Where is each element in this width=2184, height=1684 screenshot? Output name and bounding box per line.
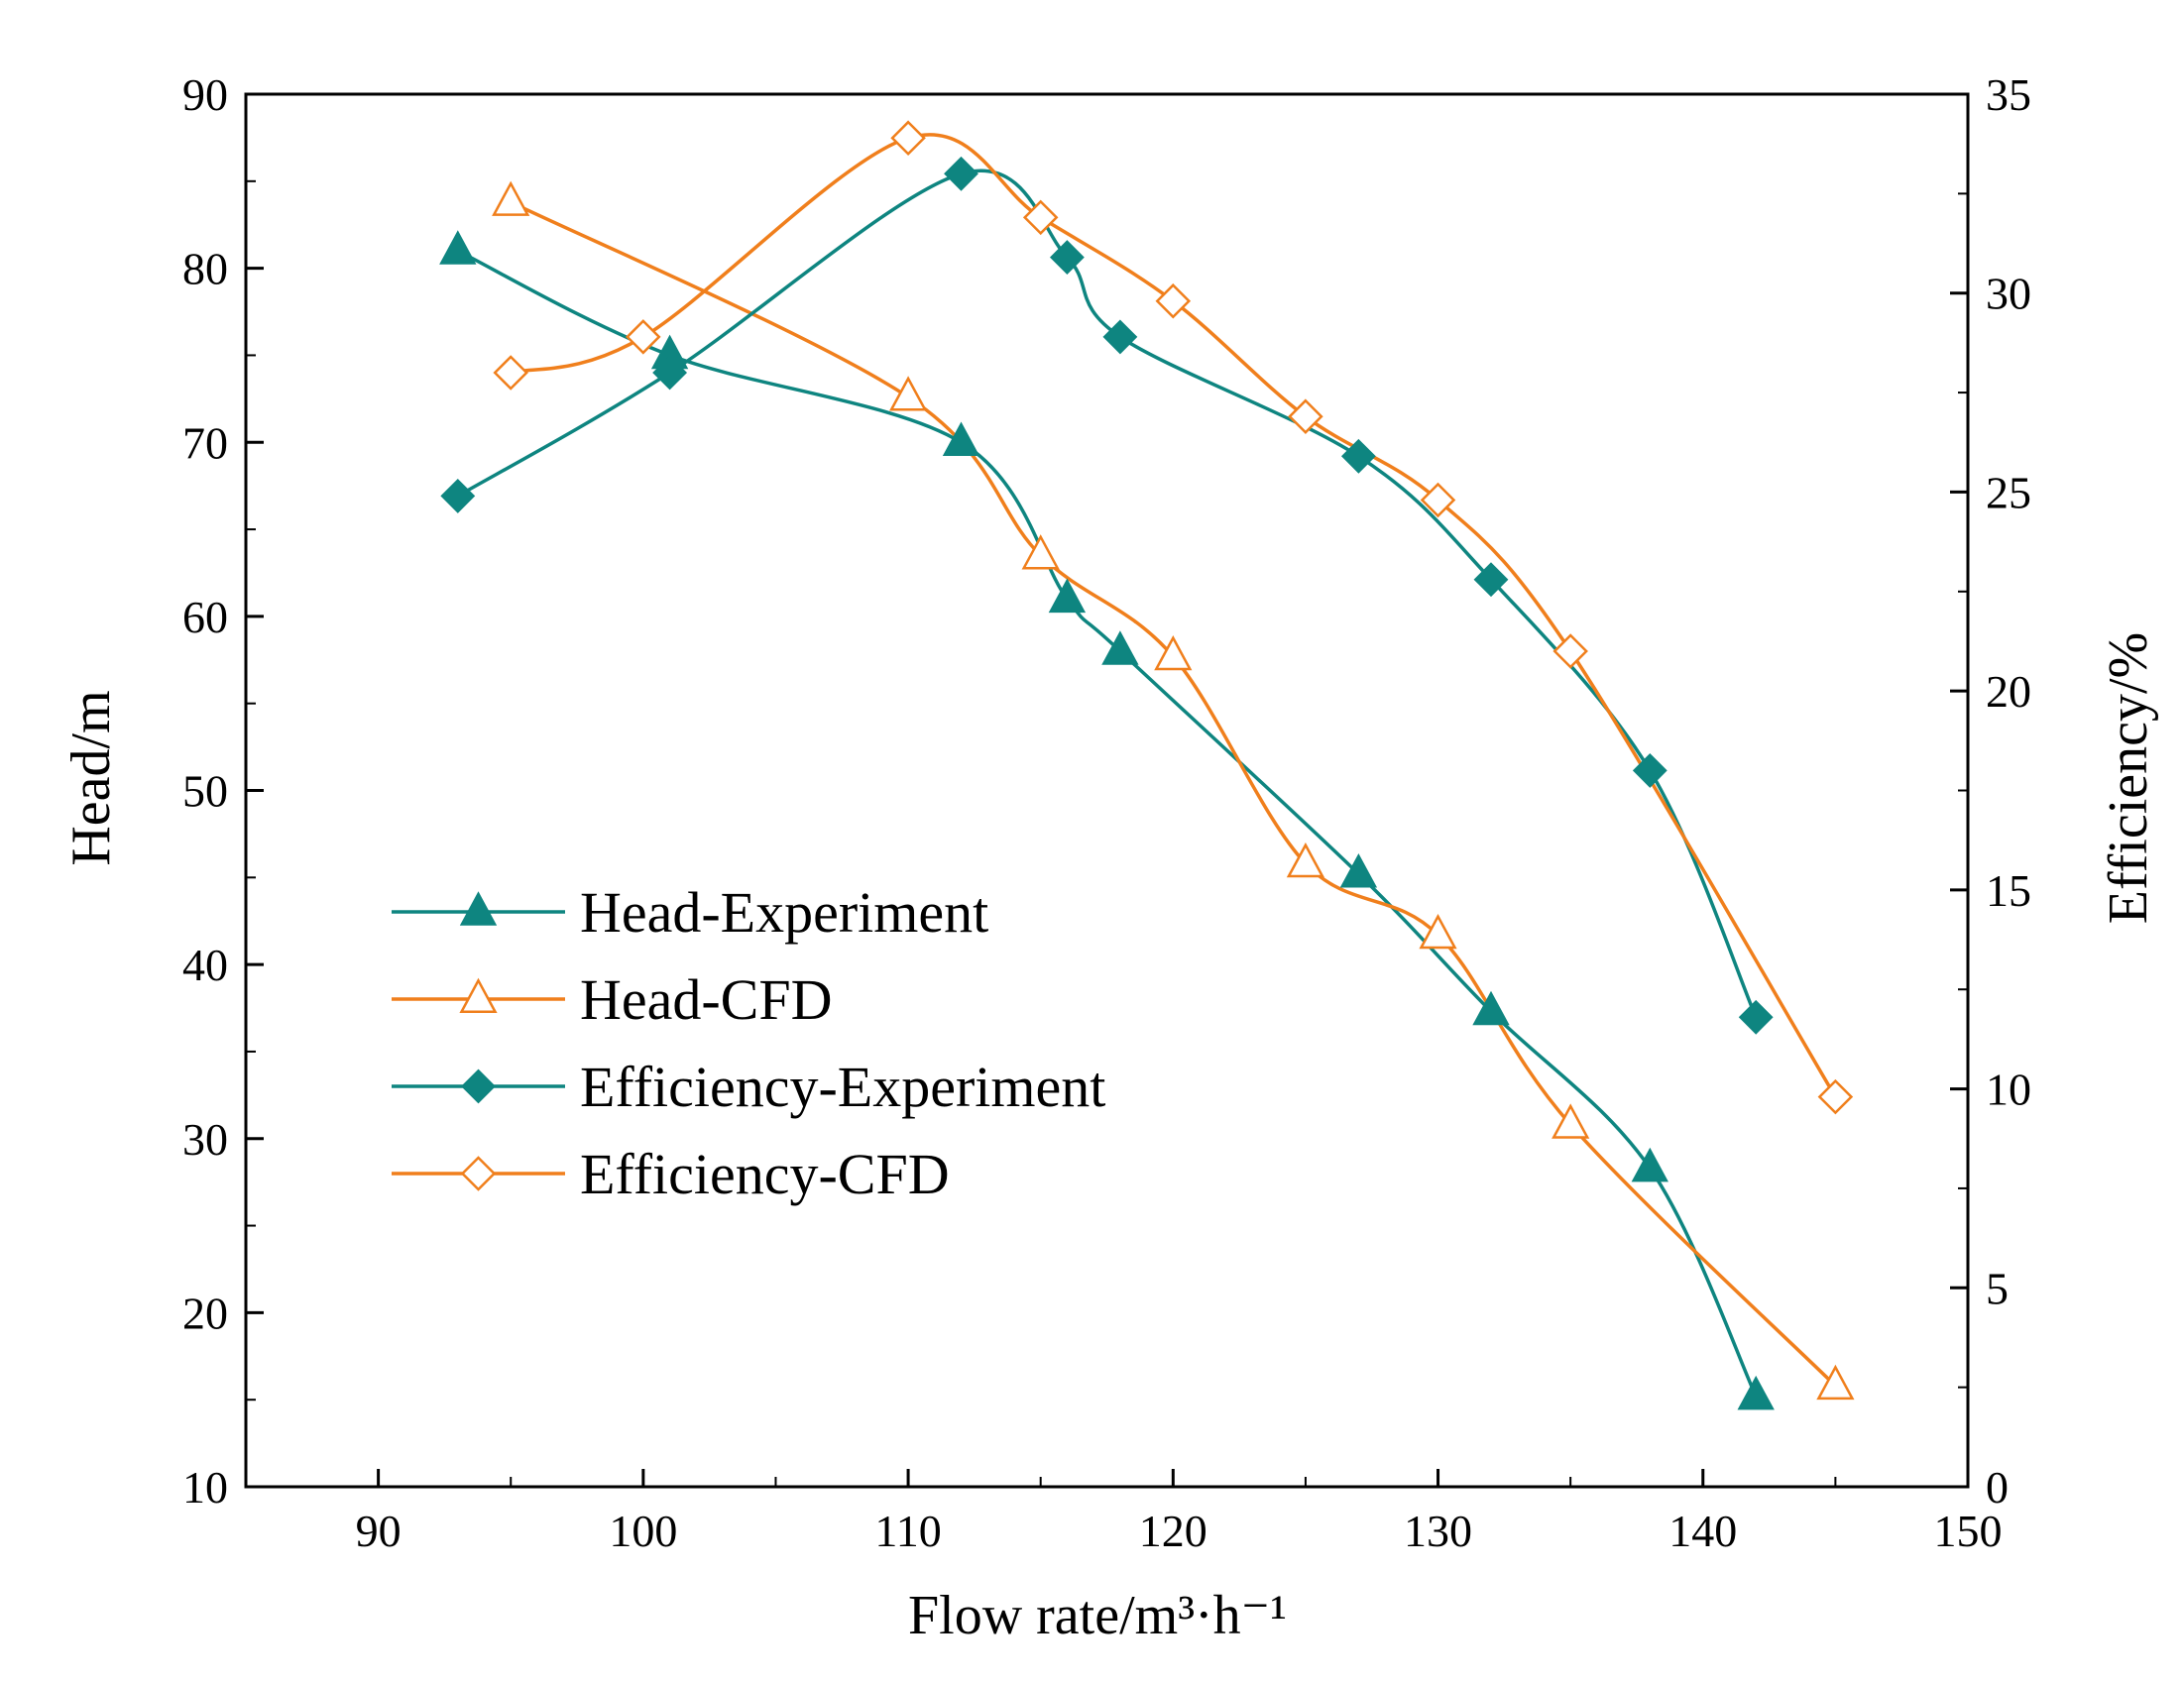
x-tick-label: 140: [1668, 1506, 1737, 1556]
head-experiment-point: [1472, 990, 1510, 1026]
head-cfd-point: [1286, 842, 1324, 878]
x-tick-label: 120: [1139, 1506, 1207, 1556]
efficiency-cfd-point: [1155, 282, 1192, 319]
x-tick-label: 130: [1404, 1506, 1472, 1556]
efficiency-experiment-point: [1473, 562, 1509, 598]
head-cfd-point: [1552, 1103, 1590, 1139]
x-tick-label: 150: [1934, 1506, 2003, 1556]
legend-marker-efficiency-experiment: [461, 1068, 496, 1104]
y-right-tick-label: 35: [1986, 69, 2031, 120]
y-right-tick-label: 25: [1986, 467, 2031, 517]
y-left-tick-label: 30: [182, 1114, 228, 1165]
efficiency-experiment-point: [1738, 999, 1774, 1035]
head-experiment-point: [1048, 578, 1087, 614]
efficiency-cfd-point: [626, 319, 661, 355]
head-cfd-line: [510, 200, 1837, 1388]
x-tick-label: 110: [874, 1506, 941, 1556]
legend-marker-efficiency-cfd: [460, 1156, 497, 1191]
x-tick-label: 100: [609, 1506, 677, 1556]
head-experiment-point: [439, 230, 477, 265]
y-axis-left-label: Head/m: [60, 690, 122, 865]
efficiency-cfd-point: [493, 355, 528, 391]
x-axis-label: Flow rate/m³·h⁻¹: [908, 1585, 1287, 1646]
head-cfd-point: [1021, 534, 1060, 570]
y-left-tick-label: 10: [182, 1462, 228, 1513]
efficiency-experiment-point: [1049, 240, 1085, 276]
efficiency-experiment-point: [1340, 438, 1376, 474]
y-left-tick-label: 50: [182, 766, 228, 817]
curves-layer: [456, 133, 1837, 1398]
legend-label-efficiency-experiment: Efficiency-Experiment: [580, 1055, 1105, 1119]
efficiency-experiment-point: [944, 156, 978, 191]
efficiency-experiment-point: [652, 355, 688, 391]
y-right-tick-label: 30: [1986, 269, 2031, 319]
head-cfd-point: [492, 180, 530, 216]
efficiency-cfd-line: [510, 133, 1837, 1098]
head-experiment-point: [942, 421, 980, 456]
legend-marker-head-experiment: [459, 891, 498, 926]
head-experiment-line: [457, 249, 1758, 1398]
head-cfd-point: [1419, 913, 1457, 950]
head-experiment-point: [1101, 630, 1139, 665]
y-right-tick-label: 20: [1986, 666, 2031, 717]
legend-label-head-experiment: Head-Experiment: [580, 880, 988, 945]
legend: Head-Experiment Head-CFD Efficiency-Experi…: [392, 880, 1105, 1206]
markers-layer: [439, 120, 1855, 1410]
y-axis-right-label: Efficiency/%: [2098, 632, 2159, 924]
y-left-tick-label: 20: [182, 1288, 228, 1338]
x-tick-label: 90: [356, 1506, 402, 1556]
efficiency-experiment-point: [1632, 752, 1667, 788]
efficiency-experiment-point: [440, 478, 476, 513]
efficiency-cfd-point: [890, 120, 926, 156]
head-cfd-point: [1154, 634, 1193, 671]
head-cfd-point: [1816, 1364, 1855, 1401]
y-left-tick-label: 70: [182, 417, 228, 468]
y-left-tick-label: 90: [182, 69, 228, 120]
efficiency-cfd-point: [1420, 482, 1456, 518]
y-left-tick-label: 40: [182, 940, 228, 990]
efficiency-cfd-point: [1288, 398, 1323, 434]
head-experiment-point: [1737, 1375, 1775, 1410]
head-cfd-point: [889, 376, 928, 411]
efficiency-experiment-point: [1102, 319, 1138, 355]
efficiency-cfd-point: [1552, 633, 1588, 669]
plot-frame: [244, 92, 1970, 1489]
y-right-tick-label: 5: [1986, 1263, 2009, 1313]
efficiency-cfd-point: [1022, 199, 1059, 236]
y-right-tick-label: 10: [1986, 1065, 2031, 1115]
head-experiment-point: [1339, 852, 1378, 888]
y-right-tick-label: 15: [1986, 865, 2031, 916]
legend-label-head-cfd: Head-CFD: [580, 967, 833, 1032]
legend-marker-head-cfd: [459, 977, 498, 1014]
head-experiment-point: [1631, 1147, 1668, 1182]
legend-label-efficiency-cfd: Efficiency-CFD: [580, 1142, 950, 1206]
y-left-tick-label: 60: [182, 592, 228, 642]
y-right-tick-label: 0: [1986, 1462, 2009, 1513]
efficiency-cfd-point: [1817, 1078, 1854, 1115]
axes-layer: 90 100 110 120 130 140 150 10 20 30 40 50 60 70 80 90 0 5…: [182, 69, 2031, 1556]
y-left-tick-label: 80: [182, 244, 228, 294]
